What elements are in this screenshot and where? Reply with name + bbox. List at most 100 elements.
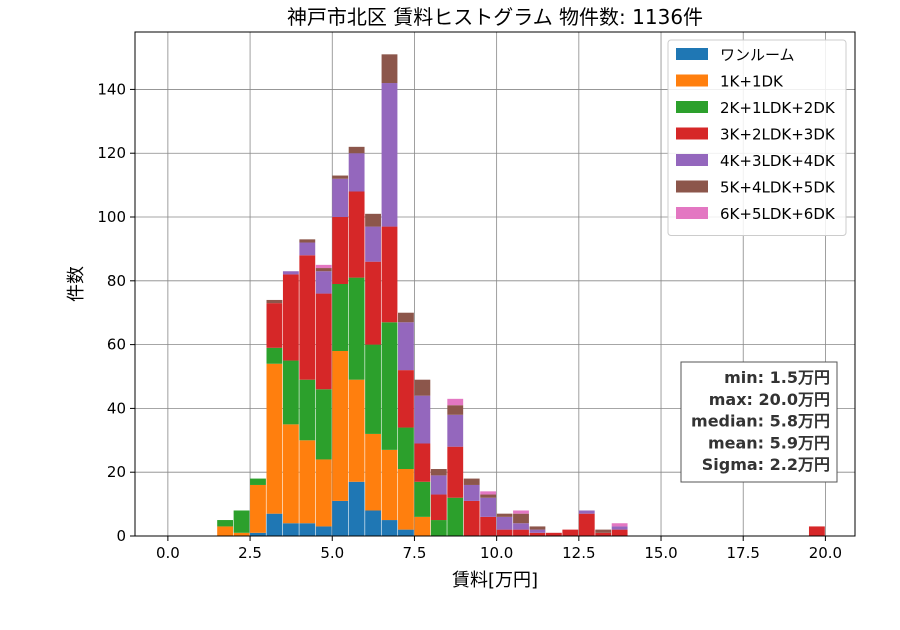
bar-segment <box>282 424 299 524</box>
bar-segment <box>447 398 464 406</box>
bar-segment <box>398 322 414 371</box>
legend-frame <box>667 39 847 236</box>
bars-group <box>217 54 825 536</box>
bar-segment <box>578 513 595 536</box>
bar-segment <box>381 449 398 521</box>
bar-segment <box>332 175 349 179</box>
stats-line: max: 20.0万円 <box>709 390 830 409</box>
bar-segment <box>611 529 628 536</box>
legend: ワンルーム 1K+1DK 2K+1LDK+2DK 3K+2LDK+3DK 4K+3LDK… <box>667 39 847 236</box>
bar-segment <box>315 526 332 536</box>
bar-segment <box>266 303 283 348</box>
bar-segment <box>381 54 398 84</box>
stats-line: min: 1.5万円 <box>724 368 830 387</box>
x-tick-label: 5.0 <box>320 544 344 562</box>
plot-frame <box>134 31 856 537</box>
bar-segment <box>513 523 529 530</box>
bar-segment <box>332 500 349 536</box>
bar-segment <box>611 526 628 530</box>
stats-box: min: 1.5万円 max: 20.0万円 median: 5.8万円 mean: … <box>680 361 838 483</box>
bar-segment <box>282 360 299 425</box>
bar-segment <box>480 497 497 517</box>
bar-segment <box>299 523 316 536</box>
bar-segment <box>447 405 464 415</box>
bar-segment <box>808 526 825 536</box>
legend-label: 6K+5LDK+6DK <box>720 205 836 223</box>
bar-segment <box>365 510 381 536</box>
y-tick-label: 80 <box>107 272 126 290</box>
bar-segment <box>480 516 497 536</box>
bar-segment <box>398 370 414 428</box>
legend-swatch <box>676 207 708 219</box>
bar-segment <box>595 532 612 536</box>
bar-segment <box>233 532 250 536</box>
bar-segment <box>496 529 513 536</box>
bar-segment <box>315 268 332 272</box>
x-axis-title: 賃料[万円] <box>452 570 538 591</box>
bar-segment <box>315 389 332 460</box>
bar-segment <box>332 217 349 284</box>
bar-segment <box>496 516 513 530</box>
bar-segment <box>348 153 365 192</box>
bar-segment <box>266 363 283 514</box>
legend-swatch <box>676 154 708 166</box>
bar-segment <box>463 478 480 485</box>
bar-segment <box>513 510 529 514</box>
bar-segment <box>365 433 381 511</box>
x-tick-label: 17.5 <box>727 544 760 562</box>
bar-segment <box>250 484 266 533</box>
bar-segment <box>398 469 414 530</box>
bar-segment <box>381 83 398 227</box>
bar-segment <box>529 529 546 533</box>
bar-segment <box>414 395 431 444</box>
stats-line: mean: 5.9万円 <box>708 433 830 452</box>
bar-segment <box>381 520 398 536</box>
bar-segment <box>332 284 349 351</box>
bar-segment <box>414 481 431 517</box>
y-tick-label: 40 <box>107 399 126 417</box>
y-tick-label: 140 <box>97 80 126 98</box>
bar-segment <box>365 226 381 262</box>
legend-label: 4K+3LDK+4DK <box>720 152 836 170</box>
bar-segment <box>414 443 431 482</box>
bar-segment <box>430 520 447 536</box>
x-tick-label: 0.0 <box>156 544 180 562</box>
bar-segment <box>480 494 497 498</box>
y-axis-ticks: 0 20 40 60 80 100 120 140 <box>97 80 135 545</box>
bar-segment <box>299 242 316 256</box>
bar-segment <box>266 513 283 536</box>
bar-segment <box>447 497 464 536</box>
y-tick-label: 0 <box>116 527 126 545</box>
bar-segment <box>578 510 595 514</box>
bar-segment <box>299 255 316 380</box>
bar-segment <box>611 523 628 527</box>
bar-segment <box>398 529 414 536</box>
y-tick-label: 120 <box>97 144 126 162</box>
legend-swatch <box>676 48 708 60</box>
x-axis-ticks: 0.0 2.5 5.0 7.5 10.0 12.5 15.0 17.5 20.0 <box>156 536 842 562</box>
bar-segment <box>496 513 513 517</box>
bar-segment <box>365 213 381 227</box>
bar-segment <box>463 484 480 501</box>
legend-swatch <box>676 180 708 193</box>
stats-line: Sigma: 2.2万円 <box>702 455 830 474</box>
bar-segment <box>348 481 365 536</box>
bar-segment <box>562 529 579 536</box>
x-tick-label: 7.5 <box>403 544 427 562</box>
bar-segment <box>430 494 447 521</box>
bar-segment <box>332 178 349 218</box>
legend-swatch <box>676 101 708 113</box>
bar-segment <box>250 478 266 485</box>
y-tick-label: 20 <box>107 463 126 481</box>
bar-segment <box>463 500 480 536</box>
legend-label: 5K+4LDK+5DK <box>720 179 836 197</box>
x-tick-label: 10.0 <box>480 544 513 562</box>
stats-line: median: 5.8万円 <box>691 412 830 431</box>
chart-title: 神戸市北区 賃料ヒストグラム 物件数: 1136件 <box>287 5 703 29</box>
bar-segment <box>365 344 381 434</box>
bar-segment <box>595 529 612 533</box>
bar-segment <box>250 532 266 536</box>
bar-segment <box>365 261 381 345</box>
bar-segment <box>217 520 234 527</box>
